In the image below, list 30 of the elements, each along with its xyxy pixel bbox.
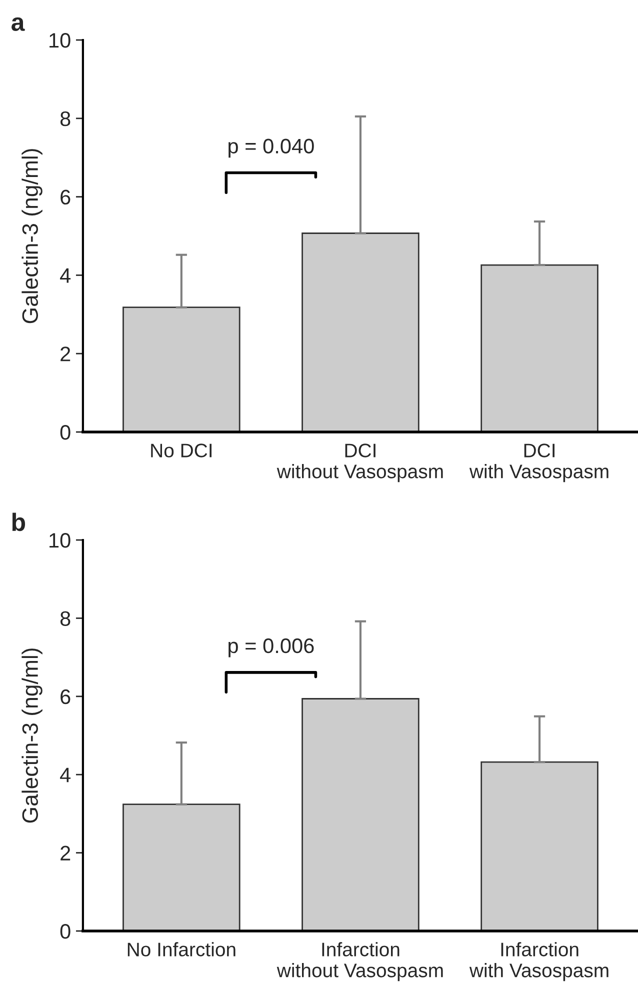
y-axis-title: Galectin-3 (ng/ml) — [22, 648, 42, 823]
y-axis-title: Galectin-3 (ng/ml) — [22, 149, 42, 324]
y-tick-label: 4 — [60, 268, 71, 283]
y-tick-label: 8 — [60, 611, 70, 626]
y-tick-label: 4 — [60, 768, 71, 782]
y-tick-label: 10 — [50, 533, 70, 548]
bar — [480, 761, 598, 931]
x-tick-label: Infarction without Vasospasm — [276, 942, 443, 982]
y-tick-label: 6 — [60, 689, 70, 704]
y-tick-label: 2 — [60, 346, 70, 362]
annotation: p = 0.040 — [228, 138, 314, 158]
x-tick-label: No Infarction — [128, 942, 236, 956]
y-tick-label: 0 — [60, 924, 70, 939]
y-tick-label: 2 — [60, 846, 70, 860]
y-tick-label: 8 — [60, 111, 70, 126]
bar — [302, 698, 420, 931]
annotation: p = 0.006 — [228, 638, 314, 658]
y-tick-label: 0 — [60, 425, 70, 440]
x-tick-label: DCI with Vasospasm — [469, 444, 608, 482]
bar — [480, 264, 598, 432]
bar — [122, 804, 240, 931]
x-tick-label: DCI without Vasospasm — [276, 444, 443, 482]
y-tick-label: 10 — [50, 33, 70, 48]
chart-title: a — [12, 17, 25, 32]
chart-title: b — [12, 512, 26, 532]
bar — [302, 232, 420, 432]
bar — [122, 306, 240, 432]
x-tick-label: Infarction with Vasospasm — [469, 942, 608, 982]
x-tick-label: No DCI — [151, 444, 212, 458]
y-tick-label: 6 — [60, 190, 70, 205]
